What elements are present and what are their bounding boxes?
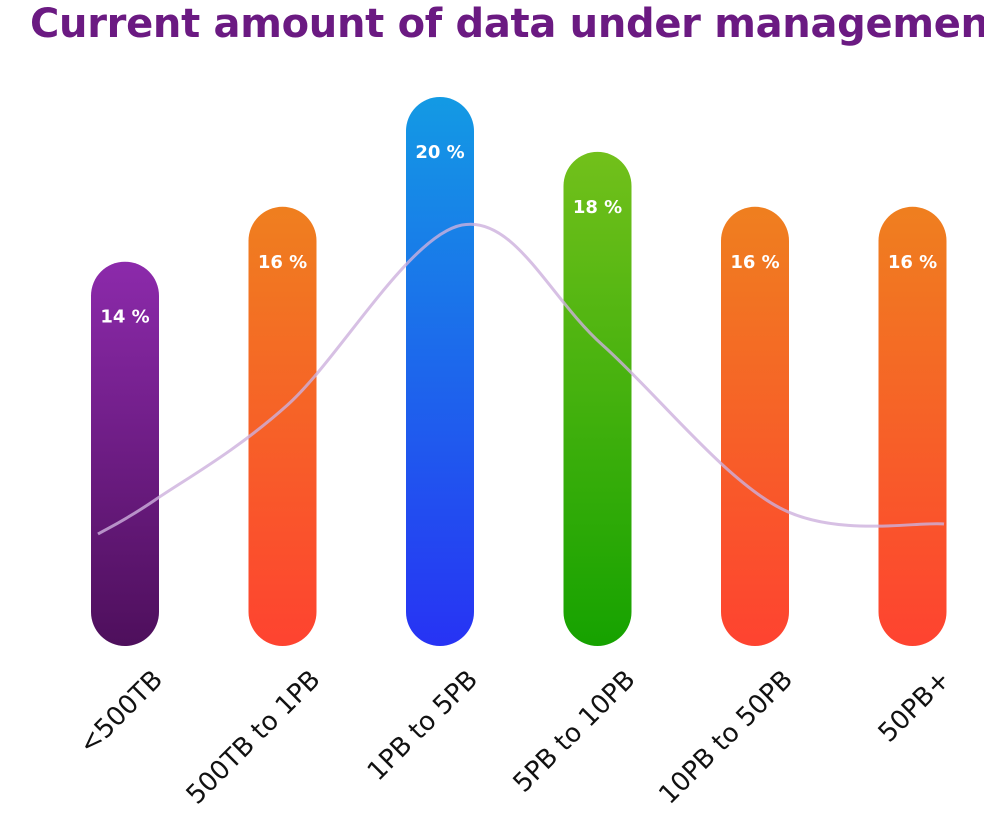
value-label: 16 % bbox=[730, 252, 779, 273]
category-label: 500TB to 1PB bbox=[181, 665, 327, 811]
category-label: <500TB bbox=[73, 665, 169, 761]
chart-title: Current amount of data under management bbox=[30, 1, 984, 47]
bar-0 bbox=[91, 261, 159, 646]
category-label: 5PB to 10PB bbox=[508, 665, 642, 799]
category-label: 10PB to 50PB bbox=[653, 665, 799, 811]
trend-line bbox=[97, 222, 945, 536]
value-label: 16 % bbox=[258, 252, 307, 273]
value-label: 14 % bbox=[100, 307, 149, 328]
bar-1 bbox=[248, 206, 317, 647]
category-label: 50PB+ bbox=[873, 665, 957, 749]
bar-2 bbox=[406, 97, 474, 646]
value-label: 20 % bbox=[415, 142, 464, 163]
bar-4 bbox=[721, 206, 789, 647]
category-label: 1PB to 5PB bbox=[362, 665, 484, 787]
value-label: 18 % bbox=[573, 197, 622, 218]
bar-3 bbox=[563, 151, 632, 646]
bar-5 bbox=[878, 206, 947, 647]
value-label: 16 % bbox=[888, 252, 937, 273]
